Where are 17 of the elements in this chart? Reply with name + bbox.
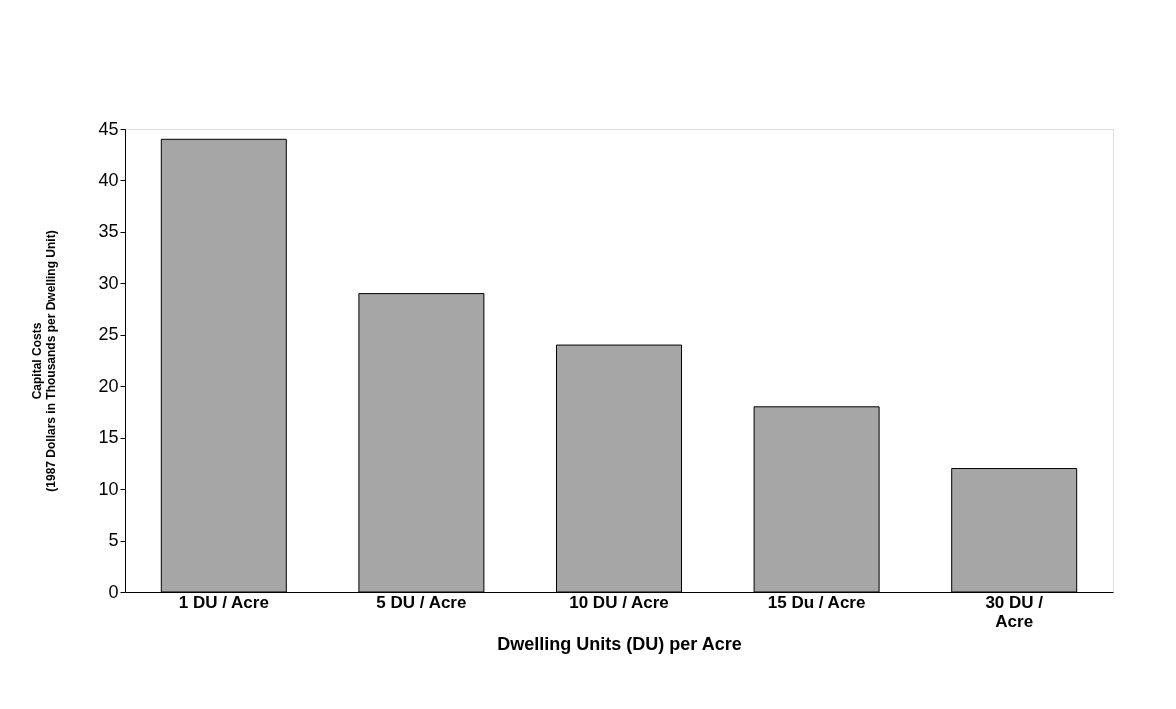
x-axis-title: Dwelling Units (DU) per Acre xyxy=(497,633,742,654)
y-tick-label: 30 xyxy=(98,272,119,293)
x-tick-label: 15 Du / Acre xyxy=(767,592,866,612)
y-tick-label: 25 xyxy=(98,324,119,345)
y-tick-label: 15 xyxy=(98,427,119,448)
y-tick-label: 10 xyxy=(98,478,119,499)
x-tick-label: 1 DU / Acre xyxy=(178,592,269,612)
y-tick-label: 35 xyxy=(98,221,119,242)
x-tick-label: 10 DU / Acre xyxy=(569,592,669,612)
x-tick-label: 30 DU / Acre xyxy=(985,592,1044,631)
y-tick-label: 40 xyxy=(98,169,119,190)
y-tick-label: 20 xyxy=(98,375,119,396)
y-axis-title: Capital Costs (1987 Dollars in Thousands per Dwelling Unit) xyxy=(30,230,59,492)
y-tick-label: 45 xyxy=(98,118,119,139)
y-tick-label: 5 xyxy=(108,530,119,551)
y-tick-label: 0 xyxy=(108,581,119,602)
x-tick-label: 5 DU / Acre xyxy=(376,592,467,612)
